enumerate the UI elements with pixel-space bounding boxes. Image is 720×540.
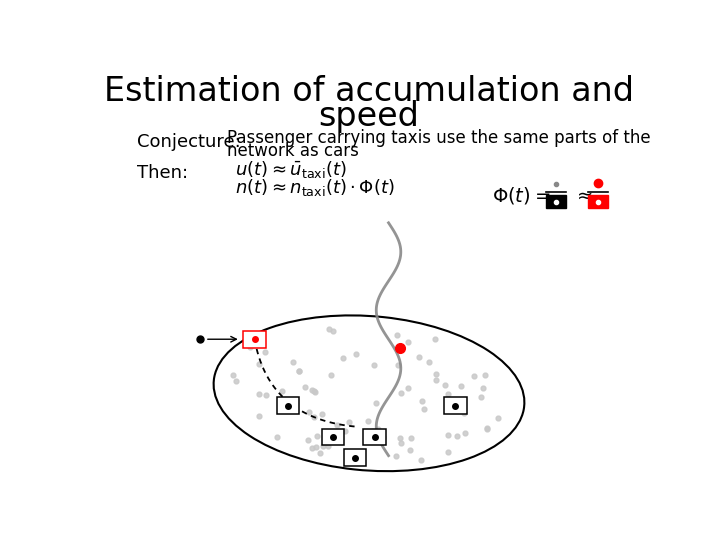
FancyBboxPatch shape [546, 195, 566, 208]
Text: Estimation of accumulation and: Estimation of accumulation and [104, 75, 634, 109]
Text: $\Phi\left(t\right)=$: $\Phi\left(t\right)=$ [492, 185, 550, 206]
Text: Conjecture:: Conjecture: [138, 133, 241, 151]
FancyBboxPatch shape [243, 331, 266, 348]
Text: $\approx$: $\approx$ [572, 187, 593, 205]
FancyBboxPatch shape [277, 397, 300, 414]
Text: network as cars: network as cars [227, 142, 359, 160]
FancyBboxPatch shape [344, 449, 366, 466]
Text: $n\left(t\right)\approx n_{\mathrm{taxi}}\left(t\right)\cdot\Phi\left(t\right)$: $n\left(t\right)\approx n_{\mathrm{taxi}… [235, 177, 395, 198]
Text: Then:: Then: [138, 164, 189, 182]
Text: Passenger carrying taxis use the same parts of the: Passenger carrying taxis use the same pa… [227, 129, 650, 146]
FancyBboxPatch shape [444, 397, 467, 414]
FancyBboxPatch shape [364, 429, 386, 446]
Text: speed: speed [318, 100, 420, 133]
FancyBboxPatch shape [588, 195, 608, 208]
Text: $u\left(t\right)\approx\bar{u}_{\mathrm{taxi}}\left(t\right)$: $u\left(t\right)\approx\bar{u}_{\mathrm{… [235, 159, 347, 180]
FancyBboxPatch shape [322, 429, 344, 446]
